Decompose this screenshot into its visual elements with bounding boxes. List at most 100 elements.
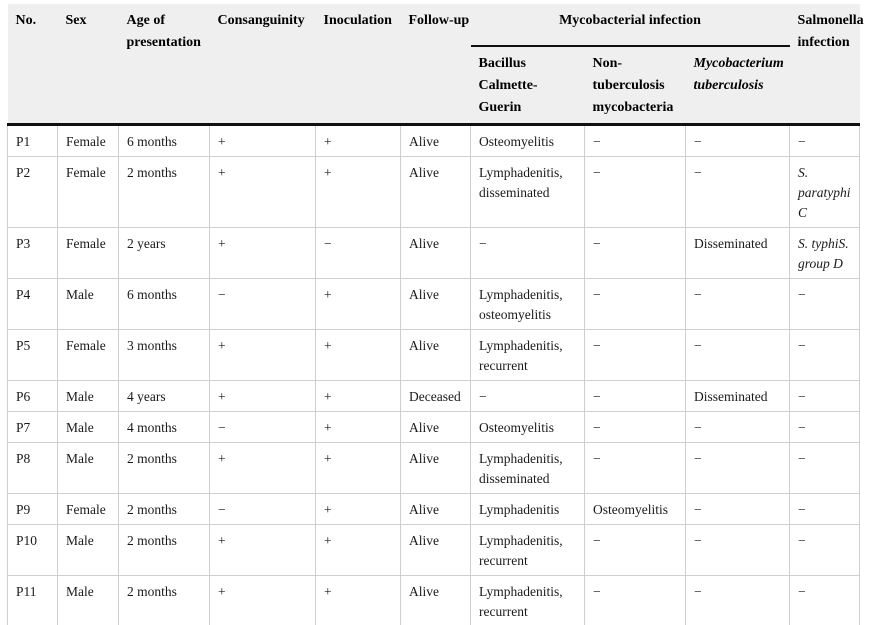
cell-ntm: −	[584, 124, 686, 157]
col-header-age: Age of presentation	[118, 4, 210, 126]
table-row: P6 Male 4 years + + Deceased − − Disseminated −	[7, 380, 861, 412]
cell-bcg: Lymphadenitis, recurrent	[470, 524, 585, 576]
cell-followup: Alive	[400, 156, 471, 228]
col-header-non-tuberculosis: Non-tuberculosis mycobacteria	[584, 46, 686, 126]
cell-no: P4	[7, 278, 58, 330]
cell-sex: Male	[57, 411, 119, 443]
cell-salmonella: S. typhiS. group D	[789, 227, 861, 279]
cell-inoculation: +	[315, 156, 401, 228]
cell-age: 2 months	[118, 493, 210, 525]
cell-consanguinity: +	[209, 442, 316, 494]
cell-consanguinity: +	[209, 575, 316, 625]
cell-salmonella: S. paratyphi C	[789, 156, 861, 228]
cell-consanguinity: −	[209, 493, 316, 525]
cell-consanguinity: +	[209, 524, 316, 576]
col-header-inoculation: Inoculation	[315, 4, 401, 126]
patients-table: No. Sex Age of presentation Consanguinit…	[7, 4, 864, 625]
cell-no: P3	[7, 227, 58, 279]
cell-bcg: Lymphadenitis, osteomyelitis	[470, 278, 585, 330]
cell-ntm: −	[584, 380, 686, 412]
cell-inoculation: +	[315, 411, 401, 443]
table-header: No. Sex Age of presentation Consanguinit…	[7, 4, 864, 126]
table-row: P2 Female 2 months + + Alive Lymphadenitis, di…	[7, 156, 861, 228]
cell-followup: Deceased	[400, 380, 471, 412]
cell-consanguinity: +	[209, 156, 316, 228]
cell-bcg: Lymphadenitis, disseminated	[470, 156, 585, 228]
cell-salmonella: −	[789, 278, 861, 330]
cell-sex: Male	[57, 380, 119, 412]
col-header-mycobacterium-tuberculosis: Mycobacterium tuberculosis	[685, 46, 790, 126]
col-group-mycobacterial-infection: Mycobacterial infection	[470, 4, 790, 47]
col-header-bcg: Bacillus Calmette-Guerin	[470, 46, 585, 126]
cell-sex: Male	[57, 575, 119, 625]
cell-ntm: −	[584, 156, 686, 228]
cell-mtb: Disseminated	[684, 227, 791, 279]
cell-mtb: −	[684, 329, 791, 381]
cell-age: 3 months	[118, 329, 210, 381]
table-row: P9 Female 2 months − + Alive Lymphadenitis Oste…	[7, 493, 861, 525]
cell-salmonella: −	[789, 524, 861, 576]
cell-followup: Alive	[400, 329, 471, 381]
cell-inoculation: +	[315, 493, 401, 525]
cell-bcg: Lymphadenitis, recurrent	[470, 575, 585, 625]
cell-bcg: −	[470, 380, 585, 412]
cell-followup: Alive	[400, 493, 471, 525]
cell-ntm: −	[584, 227, 686, 279]
cell-no: P2	[7, 156, 58, 228]
cell-age: 6 months	[118, 278, 210, 330]
cell-followup: Alive	[400, 278, 471, 330]
cell-mtb: −	[684, 156, 791, 228]
cell-bcg: Lymphadenitis, recurrent	[470, 329, 585, 381]
cell-followup: Alive	[400, 442, 471, 494]
cell-age: 2 months	[118, 575, 210, 625]
cell-age: 2 years	[118, 227, 210, 279]
cell-bcg: Osteomyelitis	[470, 124, 585, 157]
col-header-consanguinity: Consanguinity	[209, 4, 316, 126]
cell-salmonella: −	[789, 380, 861, 412]
cell-age: 4 years	[118, 380, 210, 412]
cell-bcg: Lymphadenitis, disseminated	[470, 442, 585, 494]
table-row: P11 Male 2 months + + Alive Lymphadenitis, rec…	[7, 575, 861, 625]
cell-mtb: −	[684, 278, 791, 330]
cell-salmonella: −	[789, 575, 861, 625]
header-row-sub: Bacillus Calmette-Guerin Non-tuberculosi…	[8, 46, 860, 126]
cell-sex: Male	[57, 524, 119, 576]
cell-mtb: −	[684, 493, 791, 525]
cell-no: P9	[7, 493, 58, 525]
cell-bcg: −	[470, 227, 585, 279]
cell-sex: Female	[57, 329, 119, 381]
col-header-sex: Sex	[57, 4, 119, 126]
cell-consanguinity: +	[209, 380, 316, 412]
cell-no: P10	[7, 524, 58, 576]
cell-salmonella: −	[789, 493, 861, 525]
cell-inoculation: +	[315, 329, 401, 381]
cell-age: 4 months	[118, 411, 210, 443]
table-row: P10 Male 2 months + + Alive Lymphadenitis, rec…	[7, 524, 861, 576]
cell-sex: Male	[57, 442, 119, 494]
cell-bcg: Osteomyelitis	[470, 411, 585, 443]
cell-consanguinity: −	[209, 278, 316, 330]
table-row: P1 Female 6 months + + Alive Osteomyelitis − − −	[7, 124, 861, 157]
cell-followup: Alive	[400, 124, 471, 157]
cell-salmonella: −	[789, 442, 861, 494]
cell-inoculation: +	[315, 380, 401, 412]
cell-mtb: Disseminated	[684, 380, 791, 412]
cell-age: 6 months	[118, 124, 210, 157]
table-row: P7 Male 4 months − + Alive Osteomyelitis − − −	[7, 411, 861, 443]
cell-sex: Female	[57, 493, 119, 525]
cell-ntm: −	[584, 575, 686, 625]
cell-salmonella: −	[789, 124, 861, 157]
cell-consanguinity: +	[209, 227, 316, 279]
cell-ntm: −	[584, 278, 686, 330]
cell-mtb: −	[684, 124, 791, 157]
cell-ntm: −	[584, 442, 686, 494]
table-row: P5 Female 3 months + + Alive Lymphadenitis, re…	[7, 329, 861, 381]
cell-salmonella: −	[789, 329, 861, 381]
cell-consanguinity: −	[209, 411, 316, 443]
cell-inoculation: +	[315, 442, 401, 494]
cell-mtb: −	[684, 411, 791, 443]
cell-inoculation: −	[315, 227, 401, 279]
table-body: P1 Female 6 months + + Alive Osteomyelitis − − − P…	[7, 124, 861, 625]
cell-no: P1	[7, 124, 58, 157]
